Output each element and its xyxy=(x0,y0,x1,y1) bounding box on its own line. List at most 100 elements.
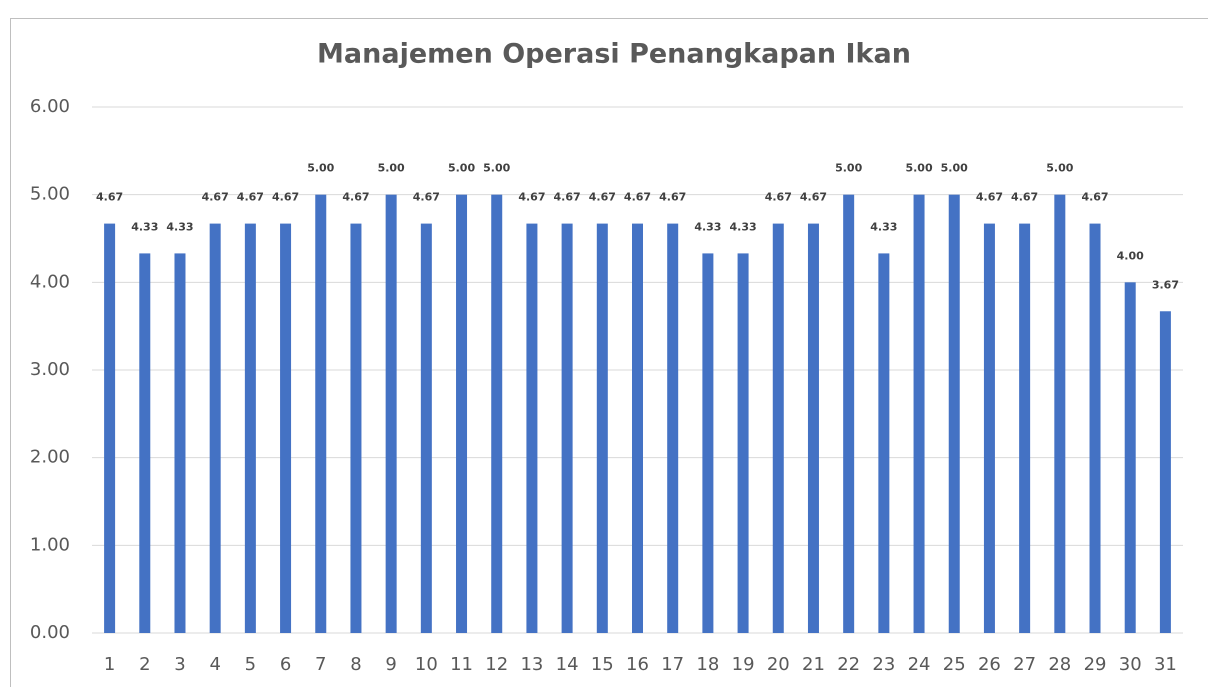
data-label: 5.00 xyxy=(905,162,932,175)
x-tick-label: 2 xyxy=(139,654,150,675)
bar xyxy=(1089,223,1101,633)
bar xyxy=(983,223,995,633)
bar xyxy=(315,194,327,633)
bar xyxy=(667,223,679,633)
x-tick-label: 13 xyxy=(520,654,543,675)
data-label: 5.00 xyxy=(1046,162,1073,175)
y-tick-label: 2.00 xyxy=(30,447,70,468)
data-label: 5.00 xyxy=(835,162,862,175)
data-label: 5.00 xyxy=(307,162,334,175)
bar xyxy=(209,223,221,633)
x-tick-label: 17 xyxy=(661,654,684,675)
x-tick-label: 10 xyxy=(415,654,438,675)
bar xyxy=(526,223,538,633)
x-tick-label: 28 xyxy=(1048,654,1071,675)
data-label: 4.67 xyxy=(342,191,369,204)
data-label: 4.33 xyxy=(166,220,193,233)
data-label: 4.67 xyxy=(413,191,440,204)
x-tick-label: 20 xyxy=(767,654,790,675)
y-tick-label: 6.00 xyxy=(30,96,70,117)
y-tick-label: 4.00 xyxy=(30,271,70,292)
x-tick-label: 30 xyxy=(1119,654,1142,675)
bar xyxy=(807,223,819,633)
x-tick-label: 7 xyxy=(315,654,326,675)
bar xyxy=(843,194,855,633)
chart-title: Manajemen Operasi Penangkapan Ikan xyxy=(317,39,911,70)
bar xyxy=(913,194,925,633)
x-tick-label: 9 xyxy=(385,654,396,675)
x-tick-label: 27 xyxy=(1013,654,1036,675)
x-tick-label: 24 xyxy=(908,654,931,675)
y-tick-label: 3.00 xyxy=(30,359,70,380)
data-label: 5.00 xyxy=(378,162,405,175)
data-label: 4.67 xyxy=(96,191,123,204)
x-tick-label: 3 xyxy=(174,654,185,675)
x-tick-label: 31 xyxy=(1154,654,1177,675)
data-label: 4.67 xyxy=(976,191,1003,204)
data-label: 4.67 xyxy=(272,191,299,204)
data-label: 4.33 xyxy=(730,220,757,233)
bar xyxy=(280,223,292,633)
x-tick-label: 19 xyxy=(732,654,755,675)
bar xyxy=(244,223,256,633)
bar xyxy=(702,253,714,634)
bar xyxy=(1124,282,1136,633)
x-tick-label: 18 xyxy=(696,654,719,675)
data-label: 4.33 xyxy=(870,220,897,233)
data-label: 4.67 xyxy=(659,191,686,204)
data-label: 4.67 xyxy=(589,191,616,204)
bar xyxy=(632,223,643,633)
bar xyxy=(772,223,784,633)
data-label: 4.33 xyxy=(694,220,721,233)
data-label: 4.67 xyxy=(800,191,827,204)
data-label: 5.00 xyxy=(941,162,968,175)
x-tick-label: 14 xyxy=(556,654,579,675)
x-tick-label: 26 xyxy=(978,654,1001,675)
bar xyxy=(1054,194,1066,633)
data-label: 4.67 xyxy=(554,191,581,204)
x-tick-label: 16 xyxy=(626,654,649,675)
x-tick-label: 6 xyxy=(280,654,291,675)
bar xyxy=(104,223,116,633)
x-tick-label: 29 xyxy=(1084,654,1107,675)
bar xyxy=(1019,223,1031,633)
data-label: 5.00 xyxy=(448,162,475,175)
bar xyxy=(596,223,608,633)
y-tick-label: 0.00 xyxy=(30,622,70,643)
bar xyxy=(350,223,362,633)
bar xyxy=(420,223,432,633)
bar xyxy=(491,194,503,633)
x-tick-label: 22 xyxy=(837,654,860,675)
data-label: 4.67 xyxy=(518,191,545,204)
x-tick-label: 5 xyxy=(245,654,256,675)
x-tick-label: 21 xyxy=(802,654,825,675)
data-label: 4.00 xyxy=(1117,249,1144,262)
data-label: 4.67 xyxy=(202,191,229,204)
data-label: 3.67 xyxy=(1152,278,1179,291)
x-tick-label: 15 xyxy=(591,654,614,675)
data-label: 4.33 xyxy=(131,220,158,233)
y-tick-label: 1.00 xyxy=(30,534,70,555)
data-label: 4.67 xyxy=(1011,191,1038,204)
data-label: 5.00 xyxy=(483,162,510,175)
bar xyxy=(139,253,151,634)
x-tick-label: 4 xyxy=(209,654,220,675)
data-label: 4.67 xyxy=(237,191,264,204)
bar xyxy=(385,194,397,633)
x-tick-label: 1 xyxy=(104,654,115,675)
x-tick-label: 23 xyxy=(872,654,895,675)
bar xyxy=(456,194,468,633)
data-label: 4.67 xyxy=(1081,191,1108,204)
x-tick-label: 25 xyxy=(943,654,966,675)
bar xyxy=(561,223,573,633)
bar xyxy=(737,253,749,634)
y-tick-label: 5.00 xyxy=(30,184,70,205)
data-label: 4.67 xyxy=(624,191,651,204)
x-tick-label: 12 xyxy=(485,654,508,675)
bar xyxy=(1159,311,1171,633)
bar xyxy=(878,253,890,634)
x-tick-label: 11 xyxy=(450,654,473,675)
bar xyxy=(174,253,186,634)
bar xyxy=(948,194,960,633)
